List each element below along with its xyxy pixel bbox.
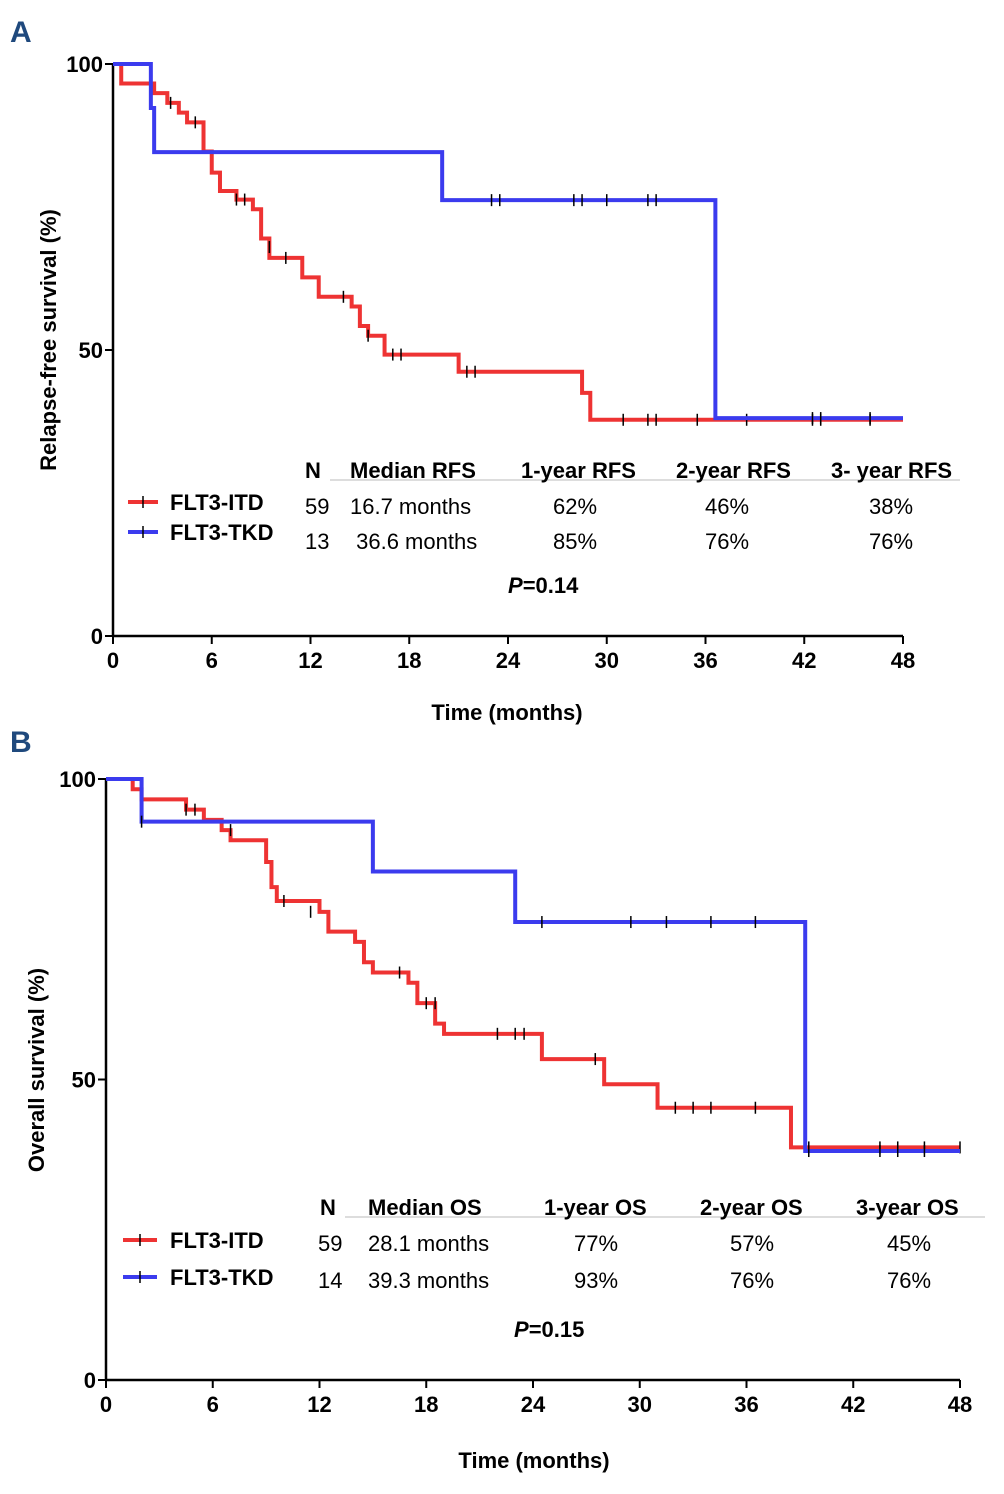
- panel-b-itd-2yr: 57%: [730, 1231, 774, 1256]
- panel-b-legend-tkd-label: FLT3-TKD: [170, 1265, 273, 1290]
- panel-b-itd-3yr: 45%: [887, 1231, 931, 1256]
- panel-a-y-tick-label: 0: [91, 624, 103, 649]
- panel-a-x-tick-label: 12: [298, 648, 322, 673]
- panel-b-flt3-itd-curve: [106, 777, 960, 1150]
- panel-b-x-tick-label: 18: [414, 1392, 438, 1417]
- panel-b-itd-n: 59: [318, 1231, 342, 1256]
- panel-a-legend-itd-label: FLT3-ITD: [170, 490, 264, 515]
- panel-b-tkd-3yr: 76%: [887, 1268, 931, 1293]
- panel-b-curves: [106, 777, 961, 1158]
- panel-a-table-header-3yr: 3- year RFS: [831, 458, 952, 483]
- panel-a-tkd-median: 36.6 months: [350, 529, 477, 554]
- panel-a-axes: 0 6 12 18 24 30 36 42 48 0 50 100: [66, 52, 915, 673]
- panel-b-y-tick-label: 0: [84, 1368, 96, 1393]
- panel-a-y-tick-label: 50: [79, 338, 103, 363]
- panel-a-tkd-3yr: 76%: [869, 529, 913, 554]
- panel-b-axes: 0 6 12 18 24 30 36 42 48 0 50 100: [59, 767, 972, 1417]
- panel-a-x-tick-label: 18: [397, 648, 421, 673]
- panel-b-itd-median: 28.1 months: [368, 1231, 489, 1256]
- panel-a-itd-1yr: 62%: [553, 494, 597, 519]
- panel-a-x-tick-label: 6: [206, 648, 218, 673]
- panel-a-tkd-2yr: 76%: [705, 529, 749, 554]
- panel-a-y-tick-label: 100: [66, 52, 103, 77]
- panel-b-table-header-median: Median OS: [368, 1195, 482, 1220]
- panel-a-y-axis-title: Relapse-free survival (%): [36, 209, 61, 471]
- panel-b-letter: B: [10, 726, 32, 759]
- panel-a-x-tick-label: 48: [891, 648, 915, 673]
- panel-b-p-value: P=0.15: [514, 1317, 584, 1342]
- panel-b-table-header-3yr: 3-year OS: [856, 1195, 959, 1220]
- panel-a-x-tick-label: 24: [496, 648, 521, 673]
- panel-b-itd-1yr: 77%: [574, 1231, 618, 1256]
- panel-b-p-number: =0.15: [529, 1317, 585, 1342]
- panel-a-x-axis-title: Time (months): [431, 700, 582, 725]
- panel-a-tkd-1yr: 85%: [553, 529, 597, 554]
- panel-b-x-tick-label: 6: [207, 1392, 219, 1417]
- panel-a-p-symbol: P: [508, 573, 523, 598]
- panel-a-table-header-median: Median RFS: [350, 458, 476, 483]
- panel-a-x-tick-label: 42: [792, 648, 816, 673]
- panel-b-summary-table: N Median OS 1-year OS 2-year OS 3-year O…: [123, 1195, 985, 1342]
- panel-a-summary-table: N Median RFS 1-year RFS 2-year RFS 3- ye…: [128, 458, 960, 598]
- panel-a-table-header-n: N: [305, 458, 321, 483]
- panel-a: A Relapse-free survival (%) Time (months…: [10, 16, 960, 725]
- panel-a-itd-3yr: 38%: [869, 494, 913, 519]
- panel-b-table-header-2yr: 2-year OS: [700, 1195, 803, 1220]
- panel-a-curves: [113, 62, 903, 426]
- panel-b-x-tick-label: 30: [628, 1392, 652, 1417]
- panel-b-table-header-1yr: 1-year OS: [544, 1195, 647, 1220]
- panel-b-tkd-2yr: 76%: [730, 1268, 774, 1293]
- panel-b-x-tick-label: 48: [948, 1392, 972, 1417]
- panel-b-x-tick-label: 36: [734, 1392, 758, 1417]
- panel-a-p-number: =0.14: [523, 573, 579, 598]
- panel-b-y-tick-label: 50: [72, 1068, 96, 1093]
- panel-b-y-tick-label: 100: [59, 767, 96, 792]
- panel-a-letter: A: [10, 16, 32, 49]
- panel-b-x-tick-label: 0: [100, 1392, 112, 1417]
- panel-a-itd-n: 59: [305, 494, 329, 519]
- panel-a-tkd-n: 13: [305, 529, 329, 554]
- panel-b-tkd-1yr: 93%: [574, 1268, 618, 1293]
- panel-a-x-tick-label: 0: [107, 648, 119, 673]
- panel-a-flt3-tkd-curve: [113, 62, 903, 421]
- panel-a-p-value: P=0.14: [508, 573, 579, 598]
- panel-b-table-header-n: N: [320, 1195, 336, 1220]
- panel-b-p-symbol: P: [514, 1317, 529, 1342]
- panel-b-flt3-tkd-curve: [106, 777, 960, 1154]
- panel-a-itd-2yr: 46%: [705, 494, 749, 519]
- panel-b-legend-itd-label: FLT3-ITD: [170, 1228, 264, 1253]
- panel-b-tkd-n: 14: [318, 1268, 342, 1293]
- panel-b-tkd-median: 39.3 months: [368, 1268, 489, 1293]
- panel-b-x-tick-label: 12: [307, 1392, 331, 1417]
- panel-a-x-tick-label: 30: [595, 648, 619, 673]
- panel-a-table-header-1yr: 1-year RFS: [521, 458, 636, 483]
- panel-b-x-tick-label: 24: [521, 1392, 546, 1417]
- panel-a-x-tick-label: 36: [693, 648, 717, 673]
- panel-a-flt3-itd-curve: [113, 62, 903, 422]
- panel-b-x-tick-label: 42: [841, 1392, 865, 1417]
- panel-b-y-axis-title: Overall survival (%): [24, 968, 49, 1172]
- panel-a-table-header-2yr: 2-year RFS: [676, 458, 791, 483]
- panel-b: B Overall survival (%) Time (months) 0 6 1…: [10, 726, 985, 1473]
- panel-b-x-axis-title: Time (months): [458, 1448, 609, 1473]
- panel-a-itd-median: 16.7 months: [350, 494, 471, 519]
- panel-a-legend-tkd-label: FLT3-TKD: [170, 520, 273, 545]
